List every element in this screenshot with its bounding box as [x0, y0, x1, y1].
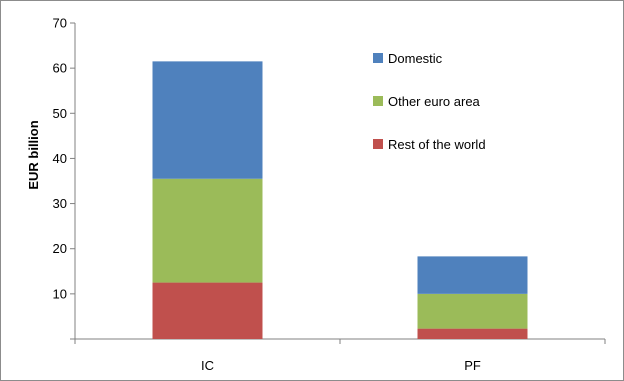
y-tick-label: 60 [53, 61, 67, 76]
y-tick-label: 20 [53, 241, 67, 256]
x-tick-label: PF [464, 358, 481, 373]
y-tick-labels: 10 20 30 40 50 60 70 [53, 16, 67, 302]
bar-pf-domestic [417, 256, 528, 294]
legend-swatch-rest-of-the-world [373, 139, 383, 149]
y-tick-label: 50 [53, 106, 67, 121]
x-tick-labels: IC PF [201, 358, 481, 373]
bar-ic-other-euro-area [152, 178, 263, 283]
y-axis-label: EUR billion [26, 120, 41, 189]
legend-label-other-euro-area: Other euro area [388, 94, 481, 109]
bar-pf-rest-of-the-world [417, 328, 528, 339]
bar-ic-rest-of-the-world [152, 282, 263, 339]
bar-pf-other-euro-area [417, 293, 528, 329]
legend-swatch-other-euro-area [373, 96, 383, 106]
legend-swatch-domestic [373, 53, 383, 63]
bar-ic-domestic [152, 61, 263, 179]
legend-label-rest-of-the-world: Rest of the world [388, 137, 486, 152]
y-tick-label: 40 [53, 151, 67, 166]
bars [152, 61, 528, 339]
x-tick-label: IC [201, 358, 214, 373]
legend: Domestic Other euro area Rest of the world [373, 51, 486, 152]
y-tick-label: 70 [53, 16, 67, 31]
y-tick-label: 10 [53, 286, 67, 301]
legend-label-domestic: Domestic [388, 51, 443, 66]
y-tick-label: 30 [53, 196, 67, 211]
